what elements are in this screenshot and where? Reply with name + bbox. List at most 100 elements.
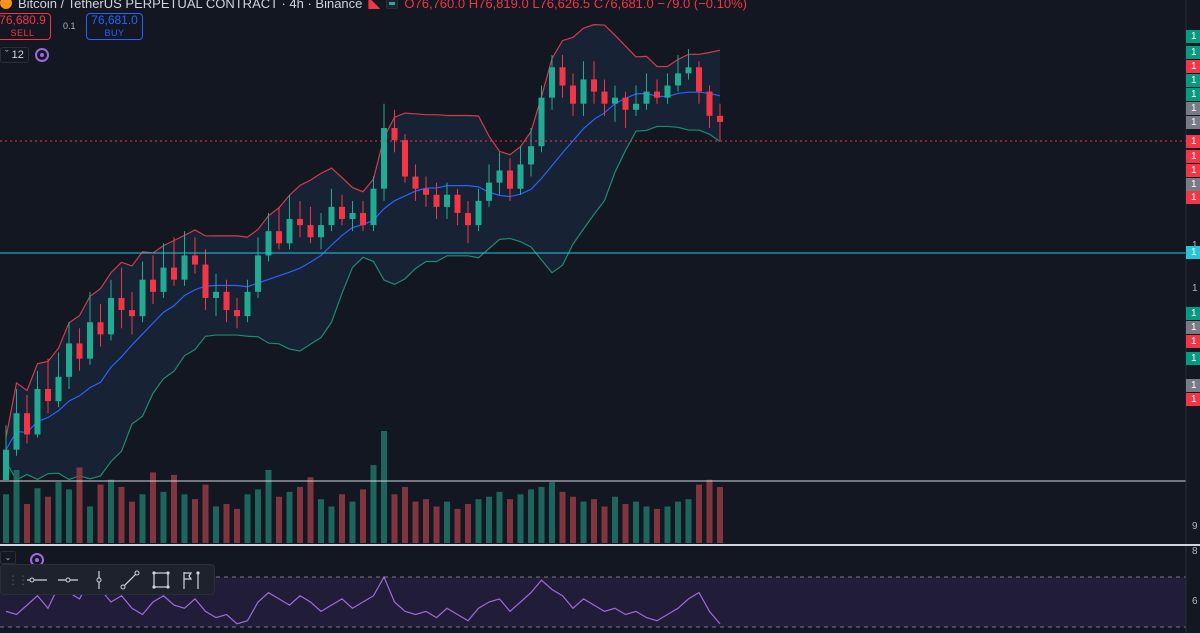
candle-body (475, 200, 482, 226)
axis-price-label: 1 (1186, 352, 1200, 365)
axis-price-label: 1 (1186, 74, 1200, 87)
candle-body (307, 225, 314, 238)
candle-body (24, 413, 30, 435)
axis-price-label: 1 (1186, 321, 1200, 334)
axis-price-label: 1 (1186, 164, 1200, 177)
axis-price-label: 1 (1186, 307, 1200, 320)
symbol-title[interactable]: Bitcoin / TetherUS PERPETUAL CONTRACT · … (18, 0, 363, 11)
candle-body (328, 206, 335, 226)
candle-body (507, 170, 513, 189)
candle-body (171, 267, 177, 280)
candle-body (433, 194, 440, 207)
volume-bar (433, 506, 440, 543)
symbol-legend[interactable]: Bitcoin / TetherUS PERPETUAL CONTRACT · … (0, 0, 747, 12)
candle-body (118, 297, 125, 311)
axis-price-label: 1 (1186, 46, 1200, 59)
candle-body (139, 279, 146, 317)
candle-body (517, 164, 524, 189)
flag-icon[interactable] (368, 0, 381, 9)
candle-body (276, 231, 282, 244)
vertical-line-icon[interactable] (85, 568, 112, 592)
volume-bar (213, 506, 219, 543)
candle-body (150, 279, 156, 292)
sell-label: SELL (10, 28, 35, 38)
volume-bar (454, 508, 461, 543)
volume-bar (13, 469, 20, 543)
candle-body (675, 73, 681, 86)
market-status-icon[interactable] (386, 0, 399, 9)
candle-body (391, 128, 398, 141)
sync-icon[interactable] (34, 48, 49, 62)
volume-bar (538, 487, 545, 543)
candle-body (55, 376, 62, 402)
volume-bar (108, 479, 114, 543)
candle-body (202, 264, 209, 298)
candle-body (255, 255, 261, 292)
candle-body (13, 413, 20, 450)
candle-body (528, 146, 534, 165)
ray-icon[interactable] (54, 568, 81, 592)
candle-body (66, 343, 72, 377)
axis-price-label: 1 (1186, 191, 1200, 204)
volume-bars (3, 431, 723, 543)
candle-body (664, 85, 671, 98)
candle-body (160, 267, 167, 292)
volume-bar (34, 488, 41, 543)
volume-bar (129, 501, 135, 543)
buy-label: BUY (104, 28, 125, 38)
volume-bar (24, 504, 30, 543)
candle-body (370, 188, 377, 226)
flag-marker-icon[interactable] (178, 568, 205, 592)
trend-line-icon[interactable] (23, 568, 50, 592)
volume-bar (202, 484, 209, 543)
candle-body (339, 206, 345, 220)
candle-body (45, 388, 51, 402)
volume-bar (444, 501, 450, 543)
rectangle-icon[interactable] (147, 568, 174, 592)
axis-price-label: 1 (1186, 393, 1200, 406)
candle-body (633, 103, 639, 110)
indicators-count: 12 (11, 49, 24, 61)
sell-price: 76,680.9 (0, 13, 46, 27)
buy-button[interactable]: 76,681.0 BUY (86, 13, 143, 40)
diagonal-line-icon[interactable] (116, 568, 143, 592)
candle-body (34, 388, 41, 435)
volume-bar (265, 469, 272, 543)
volume-bar (717, 487, 723, 543)
candle-body (213, 291, 219, 298)
volume-bar (381, 431, 387, 543)
volume-bar (685, 499, 692, 543)
spread-value: 0.1 (63, 21, 76, 31)
volume-bar (66, 489, 72, 543)
volume-bar (87, 506, 93, 543)
candle-body (360, 212, 366, 226)
candle-body (706, 91, 713, 116)
rsi-line (5, 575, 721, 625)
volume-bar (549, 482, 555, 543)
axis-price-label: 1 (1186, 116, 1200, 129)
indicators-toggle[interactable]: ˇ 12 (0, 47, 29, 63)
axis-price-label: 1 (1186, 60, 1200, 73)
volume-bar (45, 496, 51, 543)
volume-bar (465, 504, 471, 543)
axis-price-label: 6 (1192, 596, 1198, 607)
volume-bar (234, 508, 240, 543)
candle-body (402, 140, 408, 177)
volume-bar (486, 496, 492, 543)
volume-bar (580, 501, 587, 543)
volume-bar (402, 487, 408, 543)
drawing-toolbar[interactable]: ⋮⋮ (0, 564, 215, 595)
candle-body (549, 67, 555, 98)
candle-body (559, 67, 566, 86)
candle-body (601, 91, 608, 104)
sell-button[interactable]: 76,680.9 SELL (0, 13, 51, 40)
volume-bar (76, 467, 83, 543)
bollinger-band-area (5, 24, 721, 481)
pane-separator[interactable] (0, 544, 1200, 546)
candle-body (454, 194, 461, 213)
grip-icon[interactable]: ⋮⋮ (7, 572, 29, 587)
pane-collapse-button[interactable]: ⌄ (0, 551, 16, 564)
chevron-icon: ˇ (5, 49, 9, 61)
candle-body (3, 449, 9, 480)
